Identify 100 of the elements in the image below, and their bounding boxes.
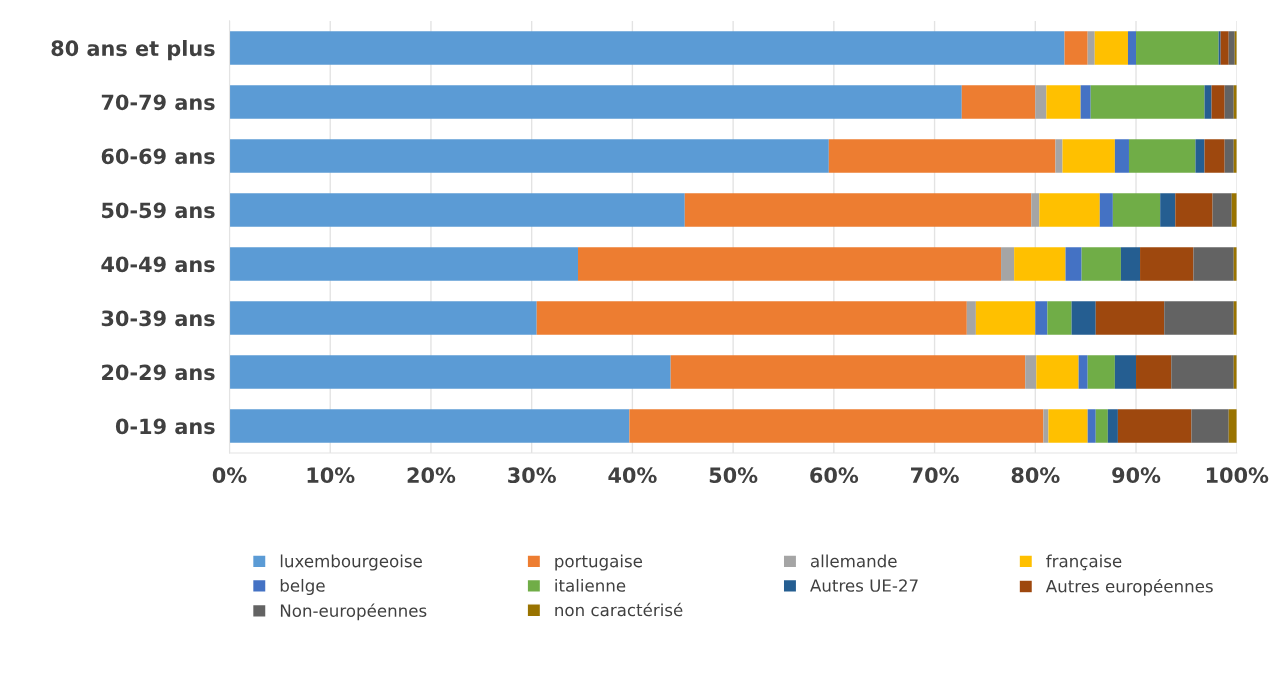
bar bbox=[975, 301, 1036, 335]
bar bbox=[670, 355, 1026, 389]
bar bbox=[1228, 31, 1235, 65]
legend-label: italienne bbox=[555, 578, 626, 592]
y-tick-label: 0-19 ans bbox=[115, 418, 215, 435]
bar bbox=[1164, 301, 1234, 335]
bar bbox=[1171, 355, 1234, 389]
bar bbox=[1136, 355, 1172, 389]
y-tick-label: 50-59 ans bbox=[102, 202, 215, 219]
bar bbox=[1212, 193, 1232, 227]
bar bbox=[1087, 355, 1115, 389]
bar bbox=[1065, 247, 1082, 281]
x-tick-label: 70% bbox=[911, 467, 959, 484]
bar bbox=[1107, 409, 1118, 443]
bar bbox=[229, 85, 962, 119]
bar bbox=[536, 301, 967, 335]
bar bbox=[828, 139, 1056, 173]
bar bbox=[1211, 85, 1225, 119]
x-tick-label: 60% bbox=[810, 467, 859, 484]
legend-label: française bbox=[1046, 554, 1122, 571]
y-tick-label: 40-49 ans bbox=[101, 256, 215, 273]
x-tick-label: 50% bbox=[709, 467, 758, 484]
bar bbox=[1224, 139, 1234, 173]
bar bbox=[229, 31, 1065, 65]
bar bbox=[1064, 31, 1088, 65]
legend-label: luxembourgeoise bbox=[280, 554, 422, 571]
bar bbox=[1191, 409, 1229, 443]
bar bbox=[1204, 139, 1225, 173]
y-tick-label: 60-69 ans bbox=[101, 148, 215, 165]
bar bbox=[1062, 139, 1115, 173]
bar bbox=[629, 409, 1044, 443]
x-tick-label: 20% bbox=[407, 467, 456, 484]
x-tick-label: 0% bbox=[212, 467, 247, 484]
x-tick-label: 10% bbox=[307, 467, 355, 484]
legend-label: Autres européennes bbox=[1045, 578, 1213, 596]
bar bbox=[1087, 31, 1095, 65]
legend-label: Autres UE-27 bbox=[810, 579, 918, 592]
bar bbox=[1039, 193, 1100, 227]
bar bbox=[1001, 247, 1015, 281]
bar bbox=[578, 247, 1002, 281]
bar bbox=[1087, 409, 1096, 443]
x-tick-label: 100% bbox=[1206, 467, 1269, 484]
bar bbox=[1120, 247, 1141, 281]
bar bbox=[229, 193, 685, 227]
bar bbox=[229, 355, 671, 389]
bar bbox=[1036, 355, 1079, 389]
bar bbox=[229, 247, 579, 281]
bar bbox=[1204, 85, 1212, 119]
y-tick-label: 70-79 ans bbox=[101, 94, 215, 111]
bar bbox=[1094, 31, 1128, 65]
bar bbox=[1193, 247, 1234, 281]
x-tick-label: 30% bbox=[508, 467, 556, 484]
x-tick-label: 90% bbox=[1112, 467, 1161, 484]
bar bbox=[966, 301, 976, 335]
legend-label: Non-européennes bbox=[280, 603, 427, 621]
bar bbox=[1071, 301, 1096, 335]
bar bbox=[1175, 193, 1213, 227]
bar bbox=[229, 139, 829, 173]
bar bbox=[1035, 85, 1047, 119]
bar bbox=[684, 193, 1032, 227]
bar bbox=[1099, 193, 1113, 227]
bar bbox=[1195, 139, 1205, 173]
bar bbox=[1095, 409, 1108, 443]
bar bbox=[1114, 139, 1129, 173]
bar bbox=[1114, 355, 1137, 389]
bar bbox=[1055, 139, 1063, 173]
y-tick-label: 20-29 ans bbox=[102, 364, 215, 381]
bar bbox=[1035, 301, 1048, 335]
bar bbox=[1095, 301, 1165, 335]
bar bbox=[961, 85, 1036, 119]
bar bbox=[1090, 85, 1205, 119]
bar bbox=[1031, 193, 1040, 227]
bar bbox=[1128, 139, 1196, 173]
bar bbox=[1046, 85, 1081, 119]
legend-label: non caractérisé bbox=[555, 602, 683, 617]
bar bbox=[1047, 301, 1072, 335]
bar bbox=[1136, 31, 1219, 65]
bar bbox=[1127, 31, 1137, 65]
bar bbox=[1078, 355, 1088, 389]
bar bbox=[229, 409, 630, 443]
bar bbox=[1224, 85, 1234, 119]
x-tick-label: 80% bbox=[1011, 467, 1060, 484]
legend-label: belge bbox=[280, 578, 325, 596]
legend-label: portugaise bbox=[555, 554, 643, 571]
bar bbox=[1081, 247, 1121, 281]
bar bbox=[229, 301, 537, 335]
bar bbox=[1218, 31, 1221, 65]
bar bbox=[1080, 85, 1091, 119]
bar bbox=[1043, 409, 1049, 443]
bar bbox=[1014, 247, 1066, 281]
y-tick-label: 80 ans et plus bbox=[51, 40, 215, 61]
bar bbox=[1025, 355, 1037, 389]
legend-label: allemande bbox=[810, 554, 897, 568]
bar bbox=[1048, 409, 1088, 443]
bar bbox=[1112, 193, 1161, 227]
bar bbox=[1117, 409, 1192, 443]
x-tick-label: 40% bbox=[608, 467, 657, 484]
bar bbox=[1160, 193, 1176, 227]
y-tick-label: 30-39 ans bbox=[101, 310, 215, 327]
bar bbox=[1220, 31, 1229, 65]
